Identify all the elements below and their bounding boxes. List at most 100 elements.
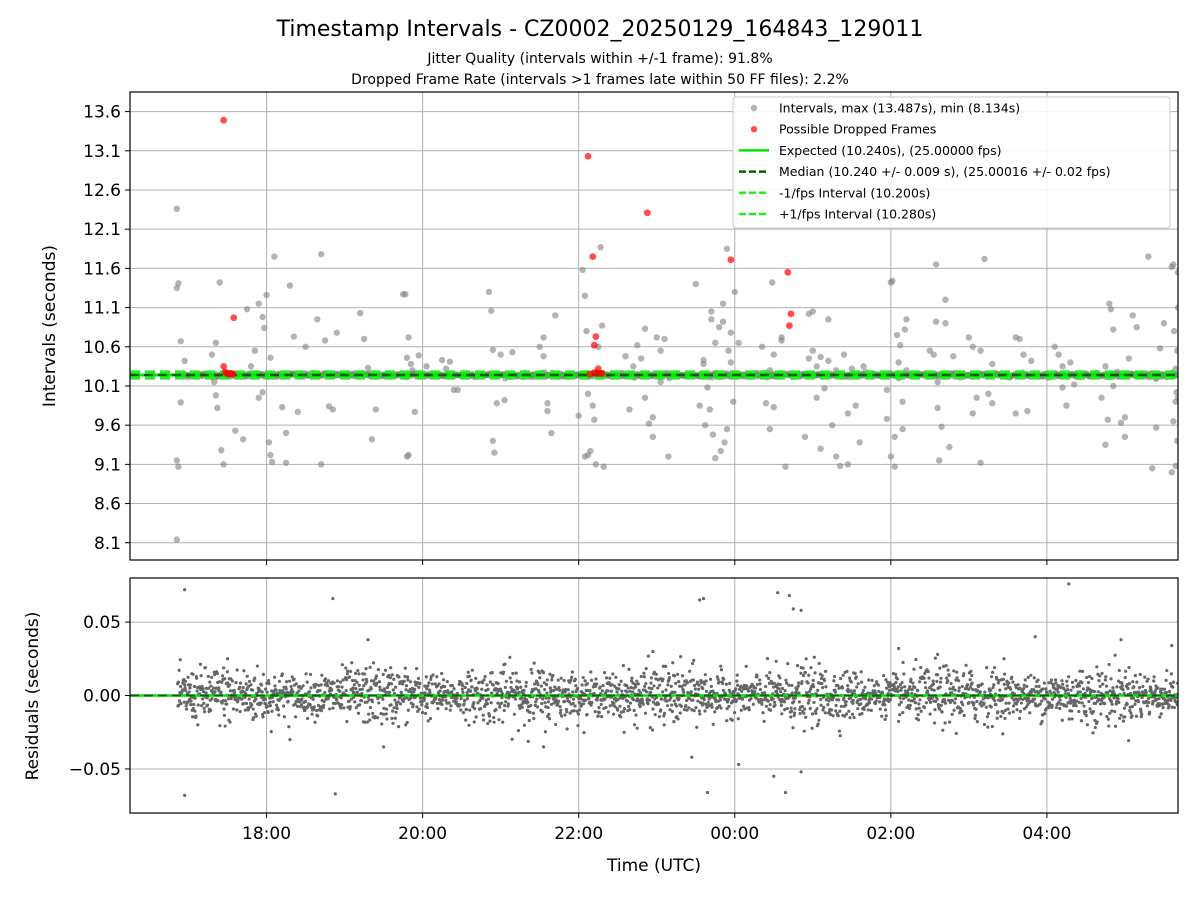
residual-point <box>562 678 566 683</box>
x-tick-label: 02:00 <box>866 824 915 844</box>
residual-point <box>486 721 490 726</box>
residual-point <box>209 684 213 688</box>
residual-point <box>751 702 755 706</box>
residual-point <box>621 663 625 668</box>
interval-point <box>641 325 649 332</box>
interval-point <box>1125 355 1133 362</box>
interval-point <box>423 363 430 370</box>
interval-point <box>891 433 898 441</box>
residual-point <box>512 712 516 716</box>
residual-point <box>375 681 379 685</box>
interval-point <box>727 329 735 336</box>
interval-point <box>364 364 372 372</box>
residual-point <box>800 680 804 684</box>
residual-point <box>962 672 966 676</box>
residual-point <box>618 696 622 700</box>
dropped-frame-point <box>787 310 795 318</box>
residual-point <box>735 673 739 677</box>
residual-point <box>488 719 492 723</box>
residual-point <box>268 700 272 704</box>
residual-point <box>939 703 943 707</box>
residual-point <box>260 690 264 694</box>
residual-point <box>436 706 440 711</box>
residual-point <box>690 755 694 759</box>
residual-point <box>1104 675 1108 679</box>
residual-point <box>888 698 892 702</box>
residual-point <box>195 689 199 693</box>
residual-point <box>1172 705 1176 710</box>
residual-point <box>413 687 417 691</box>
interval-point <box>813 394 820 401</box>
residual-point <box>496 681 500 686</box>
residual-point <box>241 685 245 690</box>
residual-point <box>497 718 501 722</box>
interval-point <box>402 291 409 298</box>
residual-point <box>344 688 348 693</box>
interval-point <box>317 251 325 258</box>
residual-point <box>804 657 808 661</box>
dropped-frame-point <box>643 209 651 217</box>
residual-point <box>1098 674 1102 678</box>
interval-point <box>173 536 181 543</box>
residual-point <box>415 705 419 709</box>
residual-point <box>547 717 552 721</box>
residual-point <box>470 668 474 672</box>
residual-point <box>485 702 489 706</box>
residual-point <box>652 684 656 688</box>
residual-point <box>833 690 837 694</box>
dropped-frame-point <box>230 314 238 322</box>
residual-point <box>1093 725 1097 730</box>
residual-point <box>947 673 951 678</box>
residual-point <box>971 688 975 692</box>
residual-point <box>799 608 803 612</box>
residual-point <box>458 703 462 707</box>
residual-point <box>919 665 923 670</box>
interval-point <box>509 349 516 356</box>
residual-point <box>420 703 424 707</box>
residual-point <box>1105 714 1109 719</box>
residual-point <box>228 683 232 687</box>
residual-point <box>1074 699 1079 703</box>
interval-point <box>696 402 703 409</box>
residual-point <box>287 679 292 683</box>
residual-point <box>625 684 629 688</box>
residual-point <box>1131 680 1135 684</box>
residual-point <box>962 713 966 718</box>
residual-point <box>182 700 186 704</box>
residual-point <box>932 721 937 725</box>
residual-point <box>642 675 646 679</box>
residual-point <box>1001 711 1005 715</box>
residual-point <box>545 678 549 682</box>
residual-point <box>323 677 328 681</box>
interval-point <box>175 280 182 287</box>
residual-point <box>760 702 764 706</box>
residual-point <box>1070 717 1074 721</box>
residual-point <box>1074 678 1078 683</box>
residual-point <box>356 711 361 715</box>
residual-point <box>371 711 375 715</box>
residual-point <box>600 689 604 693</box>
residual-point <box>187 690 191 694</box>
residual-point <box>189 699 193 703</box>
intervals-plot-frame <box>129 91 1179 561</box>
residual-point <box>634 713 638 717</box>
residual-point <box>340 685 344 689</box>
residual-point <box>454 700 458 704</box>
residual-point <box>1113 653 1117 657</box>
residual-point <box>299 686 303 690</box>
residual-point <box>795 663 800 668</box>
residual-point <box>313 685 317 689</box>
residual-point <box>220 701 224 705</box>
residual-point <box>801 673 806 678</box>
interval-point <box>965 334 973 341</box>
residual-point <box>1134 714 1139 718</box>
residual-point <box>665 699 669 703</box>
residual-point <box>368 665 372 669</box>
residual-point <box>564 707 568 712</box>
interval-point <box>597 244 604 251</box>
residual-point <box>969 669 973 673</box>
residual-point <box>311 697 315 701</box>
residual-point <box>503 662 507 666</box>
interval-point <box>981 255 988 263</box>
residual-point <box>232 688 236 692</box>
